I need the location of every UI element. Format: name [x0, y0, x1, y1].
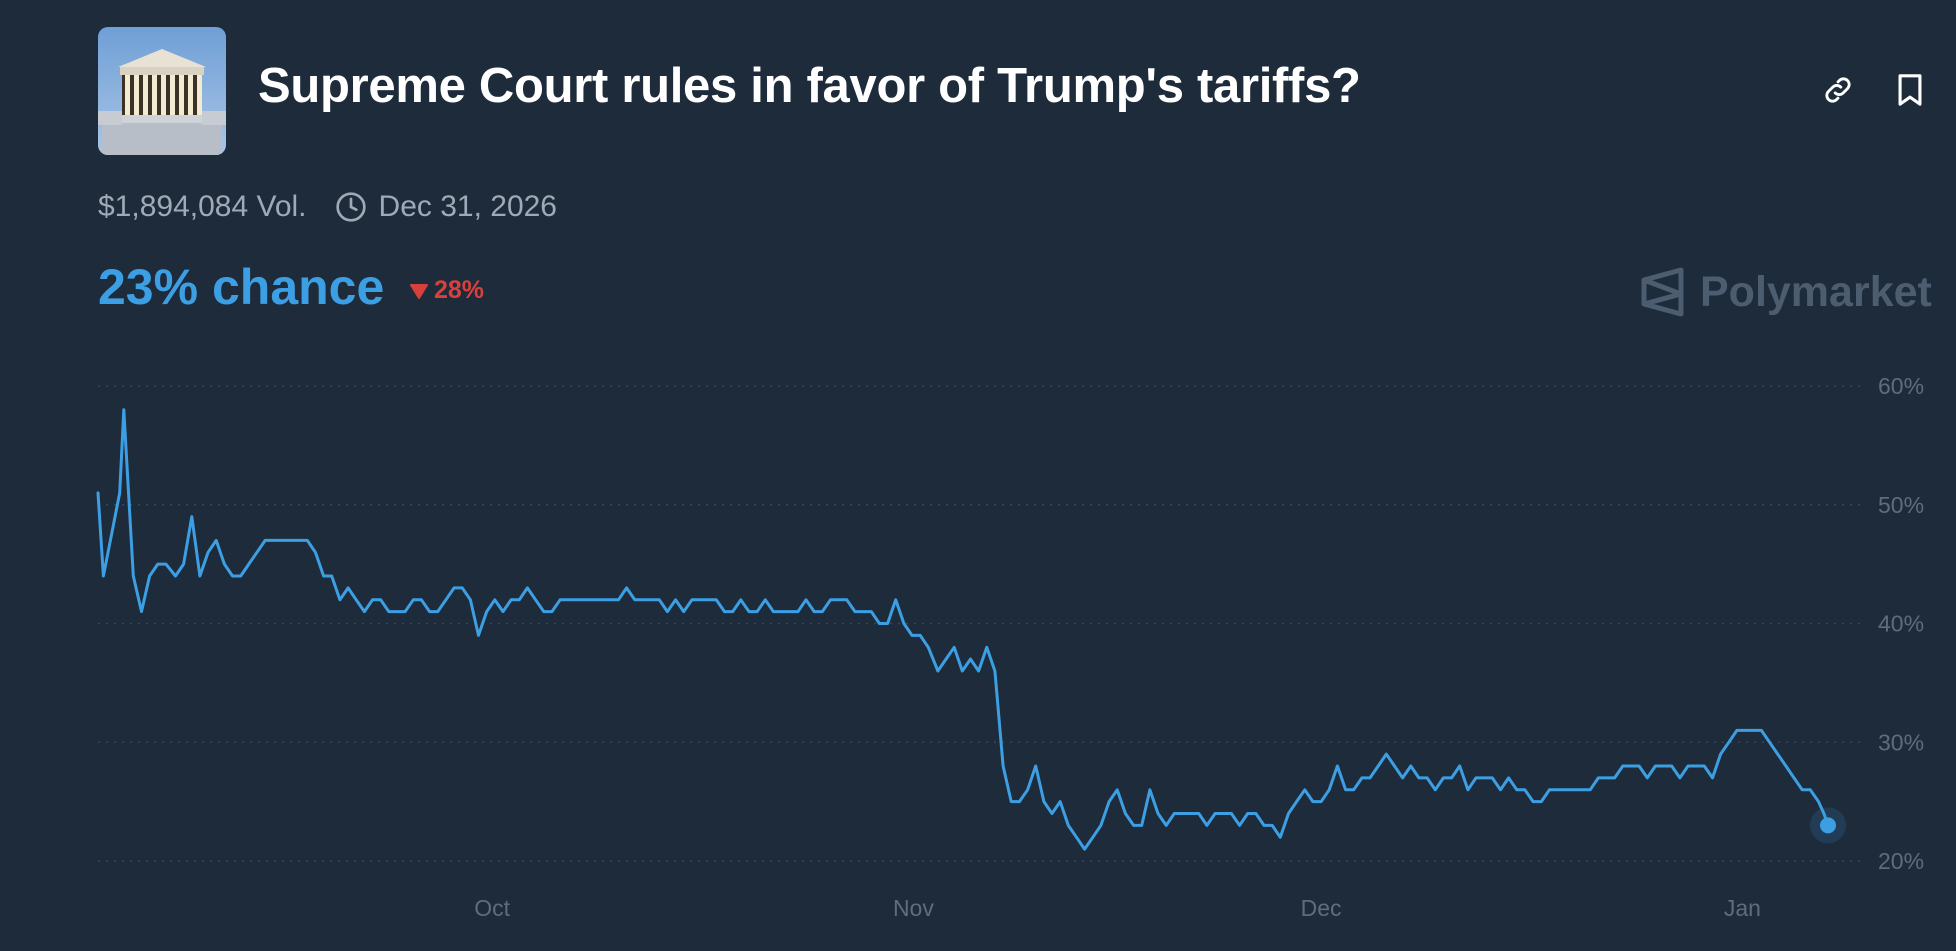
y-tick-label: 60%	[1878, 373, 1924, 399]
link-icon	[1825, 77, 1851, 103]
bookmark-icon	[1898, 74, 1922, 106]
x-axis-labels: Oct Nov Dec Jan	[474, 895, 1761, 921]
y-tick-label: 20%	[1878, 848, 1924, 874]
market-meta: $1,894,084 Vol. Dec 31, 2026	[98, 187, 557, 227]
supreme-court-building-image	[98, 27, 226, 155]
change-badge: 28%	[410, 276, 484, 305]
polymarket-logo: Polymarket	[1640, 262, 1932, 322]
market-title: Supreme Court rules in favor of Trump's …	[258, 59, 1361, 113]
volume-label: $1,894,084 Vol.	[98, 190, 307, 223]
chance-value: 23% chance	[98, 259, 385, 315]
bookmark-button[interactable]	[1890, 70, 1930, 110]
clock-icon	[335, 191, 367, 223]
brand-name: Polymarket	[1700, 267, 1932, 316]
series-line-yes	[96, 408, 1830, 851]
x-tick-label: Jan	[1724, 895, 1761, 921]
end-date-label: Dec 31, 2026	[378, 190, 557, 223]
y-tick-label: 40%	[1878, 611, 1924, 637]
change-value: 28%	[434, 276, 485, 304]
x-tick-label: Nov	[893, 895, 934, 921]
market-thumbnail	[98, 27, 226, 155]
y-tick-label: 50%	[1878, 492, 1924, 518]
chart-gridlines	[98, 385, 1860, 862]
copy-link-button[interactable]	[1818, 70, 1858, 110]
triangle-down-icon	[410, 283, 428, 299]
y-axis-labels: 60% 50% 40% 30% 20%	[1878, 373, 1924, 874]
x-tick-label: Dec	[1301, 895, 1342, 921]
polymarket-icon	[1641, 267, 1684, 317]
current-point-marker[interactable]	[1820, 817, 1836, 834]
x-tick-label: Oct	[474, 895, 510, 921]
y-tick-label: 30%	[1878, 729, 1924, 755]
